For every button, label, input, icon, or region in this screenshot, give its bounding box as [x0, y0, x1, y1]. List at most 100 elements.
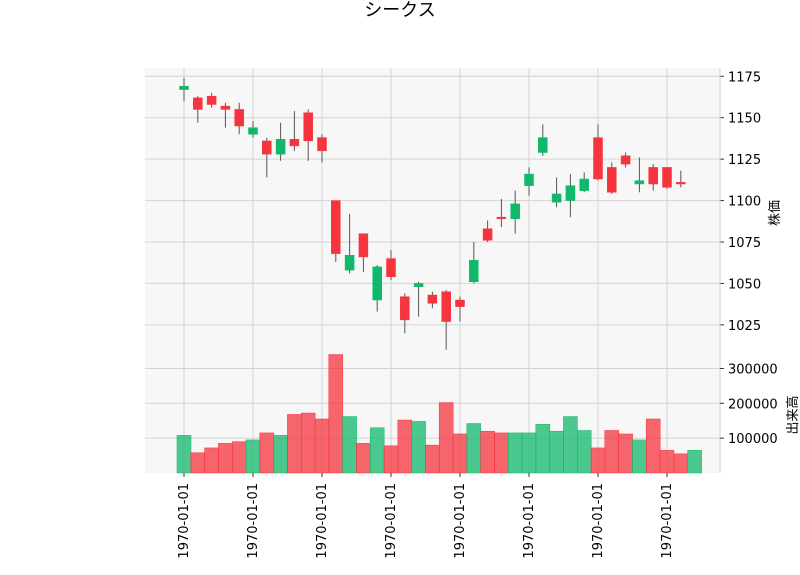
candle-body [413, 283, 424, 287]
x-tick-label: 1970-01-01 [315, 483, 330, 559]
candle-body [248, 127, 258, 135]
candle-body [593, 137, 603, 180]
price-tick-label: 1150 [728, 112, 761, 127]
volume-bar [383, 445, 399, 474]
candle-body [400, 296, 410, 321]
volume-bar [604, 430, 620, 474]
price-tick-label: 1125 [728, 153, 761, 168]
price-tick-label: 1075 [728, 236, 761, 251]
candle-body [607, 167, 617, 193]
candle-body [662, 167, 672, 188]
volume-bars [176, 354, 702, 474]
price-tick-label: 1025 [728, 319, 761, 334]
x-tick-label: 1970-01-01 [246, 483, 261, 559]
chart-title: シークス [364, 0, 435, 21]
volume-bar [535, 423, 551, 474]
x-tick-label: 1970-01-01 [522, 483, 537, 559]
volume-bar [369, 427, 385, 474]
candle-body [234, 109, 244, 127]
candle-body [289, 139, 300, 147]
price-tick-label: 1050 [728, 277, 761, 292]
volume-bar [632, 439, 647, 474]
volume-bar [231, 441, 247, 474]
volume-bar [494, 432, 509, 474]
volume-bar [563, 416, 578, 474]
volume-bar [645, 418, 661, 474]
price-tick-label: 1100 [728, 195, 761, 210]
candle-body [386, 258, 396, 278]
volume-bar [273, 435, 288, 474]
volume-bar [245, 439, 261, 474]
candle-body [179, 85, 189, 90]
volume-bar [549, 430, 564, 474]
volume-tick-label: 200000 [728, 397, 778, 412]
volume-bar [356, 443, 371, 474]
price-axis-label: 株価 [768, 200, 783, 226]
price-axis: 1025 1050 1075 1100 1125 1150 1175 [719, 68, 761, 473]
volume-axis: 100000 200000 300000 [720, 362, 778, 447]
volume-bar [618, 433, 633, 474]
volume-bar [411, 421, 426, 474]
volume-bar [480, 430, 495, 474]
candle-body [372, 266, 382, 301]
price-tick-label: 1175 [728, 70, 761, 85]
volume-bar [218, 443, 233, 474]
volume-bar [204, 447, 219, 474]
x-tick-label: 1970-01-01 [591, 483, 606, 559]
candle-body [551, 193, 562, 203]
volume-bar [328, 354, 344, 474]
candle-body [469, 259, 479, 283]
candle-body [482, 228, 493, 241]
volume-bar [259, 432, 275, 474]
candle-body [565, 185, 576, 201]
x-tick-label: 1970-01-01 [660, 483, 675, 559]
candle-body [579, 178, 589, 191]
candle-body [676, 182, 686, 185]
candle-body [303, 112, 313, 142]
candle-body [331, 200, 341, 254]
x-tick-label: 1970-01-01 [177, 483, 192, 559]
x-axis: 1970-01-01 1970-01-01 1970-01-01 1970-01-01… [177, 473, 675, 559]
volume-axis-label: 出来高 [785, 395, 800, 434]
candle-body [262, 140, 272, 155]
price-candles [179, 77, 686, 350]
candle-body [510, 203, 520, 220]
candle-body [193, 97, 203, 110]
volume-bar [452, 433, 468, 474]
x-tick-label: 1970-01-01 [453, 483, 468, 559]
candle-body [275, 139, 286, 155]
volume-bar [466, 423, 482, 474]
candle-body [344, 255, 355, 271]
volume-bar [659, 450, 675, 474]
volume-bar [342, 416, 357, 474]
candle-body [620, 155, 631, 165]
volume-tick-label: 300000 [728, 362, 778, 377]
volume-bar [287, 414, 302, 474]
volume-bar [300, 412, 316, 474]
candle-body [648, 167, 658, 185]
volume-bar [687, 450, 702, 474]
candle-body [220, 105, 231, 110]
volume-bar [507, 432, 523, 474]
candle-body [441, 291, 451, 322]
volume-bar [314, 418, 330, 474]
candle-body [317, 137, 327, 152]
volume-bar [397, 419, 413, 474]
candle-body [524, 173, 534, 186]
volume-tick-label: 100000 [728, 432, 778, 447]
candle-body [634, 180, 645, 185]
x-tick-label: 1970-01-01 [384, 483, 399, 559]
volume-bar [521, 432, 537, 474]
candle-body [496, 216, 507, 220]
volume-bar [673, 453, 689, 474]
candle-body [427, 294, 438, 304]
volume-bar [576, 430, 592, 474]
candle-body [206, 95, 217, 105]
candle-body [358, 233, 369, 258]
volume-bar [190, 452, 206, 474]
price-panel [145, 68, 720, 358]
candle-body [455, 299, 465, 307]
volume-bar [438, 402, 454, 474]
volume-bar [590, 447, 606, 474]
